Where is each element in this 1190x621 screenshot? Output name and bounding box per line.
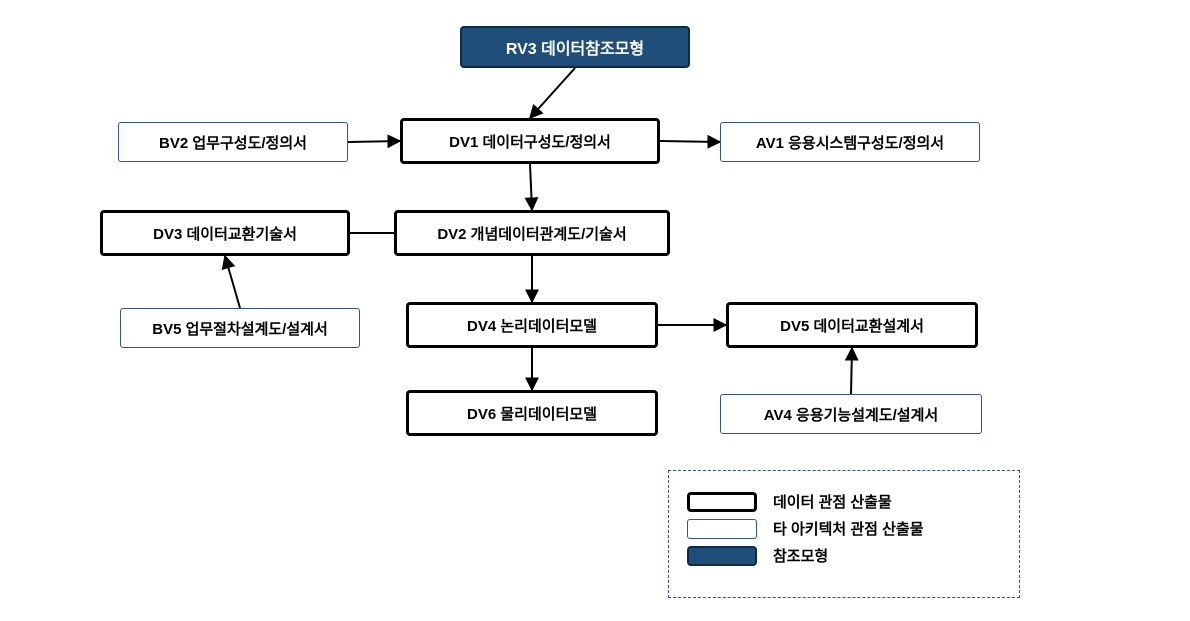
- legend-label: 데이터 관점 산출물: [773, 491, 892, 512]
- diagram-stage: RV3 데이터참조모형 BV2 업무구성도/정의서 DV1 데이터구성도/정의서 AV…: [0, 0, 1190, 621]
- node-dv1: DV1 데이터구성도/정의서: [400, 118, 660, 164]
- node-dv6: DV6 물리데이터모델: [406, 390, 658, 436]
- node-dv3: DV3 데이터교환기술서: [100, 210, 350, 256]
- legend-swatch-data: [687, 492, 757, 512]
- node-av4: AV4 응용기능설계도/설계서: [720, 394, 982, 434]
- edge-rv3-dv1: [530, 68, 575, 118]
- edge-dv1-av1: [660, 141, 720, 142]
- node-rv3: RV3 데이터참조모형: [460, 26, 690, 68]
- legend-label: 타 아키텍처 관점 산출물: [773, 518, 924, 539]
- node-bv5: BV5 업무절차설계도/설계서: [120, 308, 360, 348]
- node-dv5: DV5 데이터교환설계서: [726, 302, 978, 348]
- node-av1: AV1 응용시스템구성도/정의서: [720, 122, 980, 162]
- node-bv2: BV2 업무구성도/정의서: [118, 122, 348, 162]
- edge-bv2-dv1: [348, 141, 400, 142]
- node-dv4: DV4 논리데이터모델: [406, 302, 658, 348]
- legend-swatch-other: [687, 519, 757, 539]
- node-dv2: DV2 개념데이터관계도/기술서: [394, 210, 670, 256]
- legend-row: 타 아키텍처 관점 산출물: [687, 518, 1001, 539]
- legend: 데이터 관점 산출물타 아키텍처 관점 산출물참조모형: [668, 470, 1020, 598]
- edge-av4-dv5: [851, 348, 852, 394]
- legend-label: 참조모형: [773, 545, 828, 566]
- legend-row: 데이터 관점 산출물: [687, 491, 1001, 512]
- edge-bv5-dv3: [225, 256, 240, 308]
- legend-swatch-ref: [687, 546, 757, 566]
- legend-row: 참조모형: [687, 545, 1001, 566]
- edge-dv1-dv2: [530, 164, 532, 210]
